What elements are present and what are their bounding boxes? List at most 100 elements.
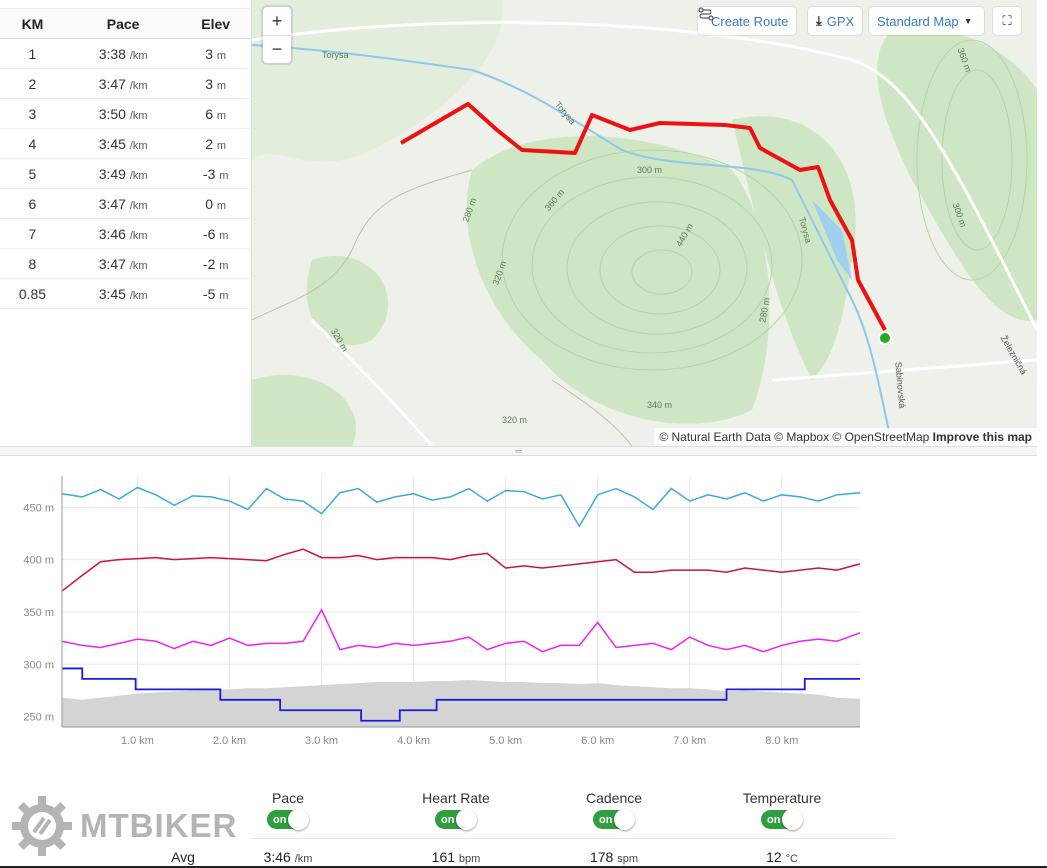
- split-pace: 3:45 /km: [64, 278, 182, 309]
- split-elev: -2 m: [181, 248, 250, 279]
- toggle-label: Temperature: [742, 790, 822, 806]
- toggle-switch[interactable]: on: [267, 809, 309, 830]
- elev-unit: m: [216, 79, 227, 92]
- elev-value: 3: [205, 75, 214, 92]
- pace-unit: /km: [129, 289, 148, 302]
- temperature-line: [61, 486, 861, 528]
- toggle-switch[interactable]: on: [435, 809, 477, 830]
- split-elev: -5 m: [181, 278, 250, 309]
- fullscreen-button[interactable]: ⛶: [993, 7, 1021, 35]
- pace-value: 3:45: [98, 135, 126, 152]
- avg-unit: °C: [785, 853, 798, 865]
- split-row: 6 3:47 /km 0 m: [0, 188, 250, 219]
- split-pace: 3:49 /km: [64, 158, 182, 189]
- pace-unit: /km: [129, 139, 148, 152]
- split-elev: 6 m: [181, 98, 250, 129]
- river-torysa: [252, 44, 893, 446]
- elev-value: 0: [205, 195, 214, 212]
- pace-value: 3:45: [98, 285, 126, 302]
- cadence-line: [61, 608, 861, 653]
- toggle-cadence: Cadence on: [544, 790, 684, 830]
- elev-value: -6: [202, 225, 216, 242]
- toggle-pace: Pace on: [218, 790, 358, 830]
- split-pace: 3:47 /km: [64, 68, 182, 99]
- route-map[interactable]: Torysa Torysa Torysa 300 m 360 m 440 m 3…: [252, 0, 1037, 446]
- activity-chart: 250 m 300 m 350 m 400 m 450 m 1.0 km 2.0 km 3.0…: [23, 476, 861, 747]
- zoom-in-button[interactable]: +: [271, 10, 283, 31]
- map-canvas[interactable]: [252, 0, 1037, 446]
- y-tick-label: 350 m: [23, 607, 54, 619]
- create-route-button[interactable]: Create Route: [698, 7, 797, 35]
- split-row: 0.85 3:45 /km -5 m: [0, 278, 250, 309]
- start-marker[interactable]: [878, 331, 892, 345]
- pace-unit: /km: [129, 169, 148, 182]
- avg-number: 161: [431, 849, 456, 865]
- elev-value: 6: [205, 105, 214, 122]
- create-route-label: Create Route: [711, 13, 789, 29]
- elev-value: 2: [205, 135, 214, 152]
- elev-value: 3: [205, 45, 214, 62]
- elev-unit: m: [219, 259, 229, 272]
- elev-unit: m: [216, 199, 227, 212]
- elev-unit: m: [216, 49, 227, 62]
- map-label: 300 m: [637, 165, 663, 175]
- split-row: 3 3:50 /km 6 m: [0, 98, 250, 129]
- pace-value: 3:38: [98, 45, 126, 62]
- contour-lines: [501, 39, 1028, 371]
- attribution-text: © Natural Earth Data © Mapbox © OpenStre…: [659, 430, 930, 444]
- improve-map-link[interactable]: Improve this map: [932, 430, 1032, 444]
- paths: [252, 169, 633, 446]
- header-elev: Elev: [181, 8, 250, 39]
- route-line: [399, 102, 887, 331]
- split-row: 7 3:46 /km -6 m: [0, 218, 250, 249]
- pace-unit: /km: [129, 79, 148, 92]
- pace-value: 3:47: [98, 255, 126, 272]
- map-label: 320 m: [502, 415, 528, 425]
- gpx-label: GPX: [826, 13, 855, 29]
- gpx-download-button[interactable]: ⤓ GPX: [808, 7, 863, 35]
- split-elev: -3 m: [181, 158, 250, 189]
- caret-down-icon: ▼: [963, 16, 973, 26]
- toggle-label: Cadence: [585, 790, 643, 806]
- y-tick-label: 450 m: [23, 502, 54, 514]
- pace-unit: /km: [129, 259, 148, 272]
- avg-unit: /km: [294, 853, 313, 865]
- elevation-area: [62, 679, 860, 727]
- y-tick-label: 250 m: [23, 712, 54, 724]
- avg-value: 161 bpm: [386, 849, 526, 865]
- toggle-state: on: [441, 814, 455, 826]
- avg-number: 3:46: [263, 849, 291, 865]
- toggle-label: Heart Rate: [422, 790, 490, 806]
- split-km: 7: [0, 218, 65, 249]
- toggle-label: Pace: [272, 790, 304, 806]
- header-pace: Pace: [64, 8, 182, 39]
- zoom-out-button[interactable]: −: [263, 35, 291, 63]
- elev-value: -2: [202, 255, 216, 272]
- resize-handle[interactable]: ═: [0, 446, 1037, 456]
- x-tick-label: 1.0 km: [121, 735, 154, 747]
- toggle-state: on: [599, 814, 613, 826]
- heart-rate-line: [61, 548, 861, 592]
- split-km: 5: [0, 158, 65, 189]
- split-km: 3: [0, 98, 65, 129]
- zoom-control: + −: [263, 7, 291, 63]
- toggle-heart-rate: Heart Rate on: [386, 790, 526, 830]
- logo-text: MTBIKER: [80, 807, 238, 844]
- pace-unit: /km: [129, 199, 148, 212]
- toggle-switch[interactable]: on: [593, 809, 635, 830]
- toggle-switch[interactable]: on: [761, 809, 803, 830]
- map-style-dropdown[interactable]: Standard Map ▼: [869, 7, 984, 35]
- avg-label: Avg: [171, 849, 195, 865]
- avg-value: 178 spm: [544, 849, 684, 865]
- split-row: 1 3:38 /km 3 m: [0, 38, 250, 69]
- fullscreen-icon: ⛶: [1002, 13, 1012, 28]
- map-style-label: Standard Map: [877, 13, 959, 29]
- elev-unit: m: [219, 289, 229, 302]
- elev-value: -5: [202, 285, 216, 302]
- split-km: 2: [0, 68, 65, 99]
- x-tick-label: 3.0 km: [305, 735, 338, 747]
- elev-unit: m: [219, 169, 229, 182]
- pace-value: 3:50: [98, 105, 126, 122]
- elev-unit: m: [216, 109, 227, 122]
